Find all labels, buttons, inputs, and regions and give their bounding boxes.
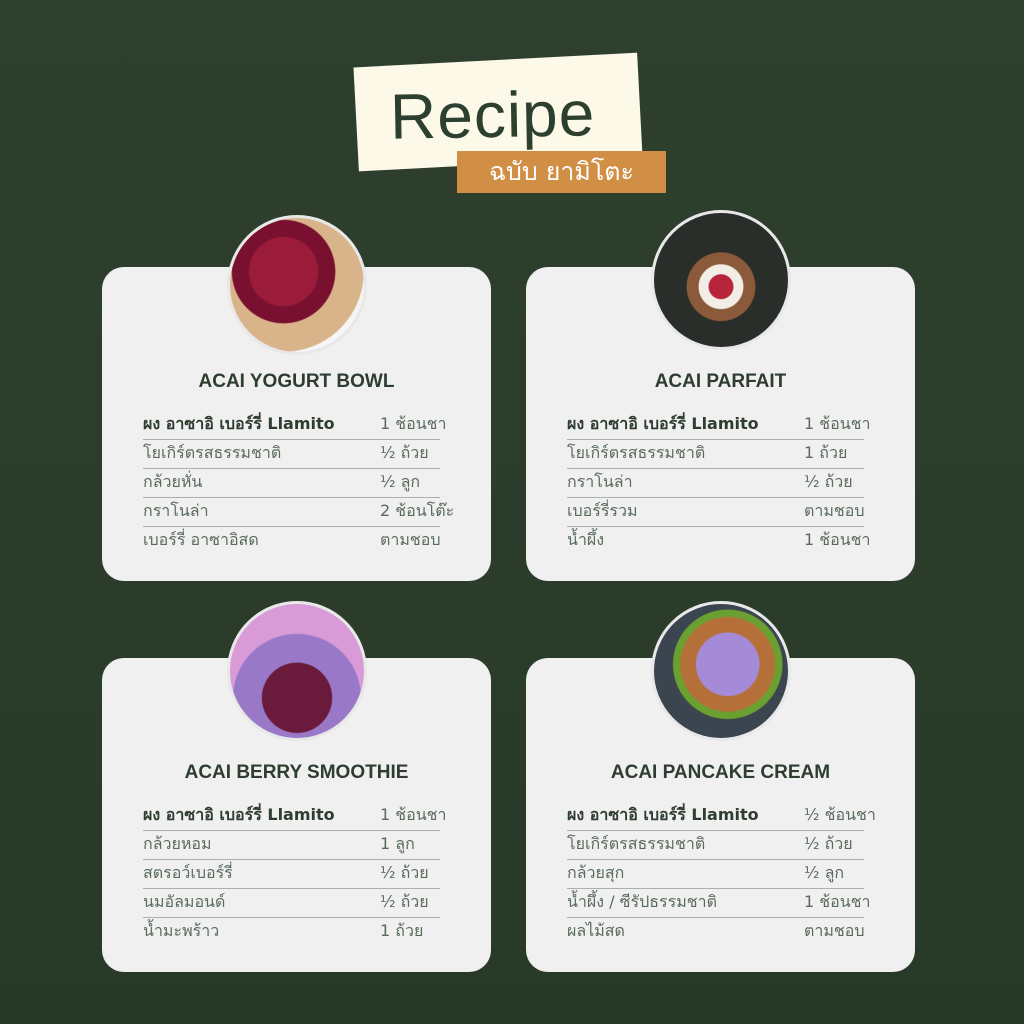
ingredient-row: น้ำมะพร้าว 1 ถ้วย (143, 917, 473, 946)
ingredient-name: ผง อาซาอิ เบอร์รี่ Llamito (567, 805, 759, 824)
ingredient-qty: ½ ช้อนชา (804, 805, 876, 824)
ingredient-name: เบอร์รี่รวม (567, 501, 638, 520)
ingredient-qty: 1 ช้อนชา (380, 805, 447, 824)
recipe-title: ACAI PARFAIT (654, 371, 787, 392)
ingredient-list: ผง อาซาอิ เบอร์รี่ Llamito ½ ช้อนชาโยเกิร… (567, 801, 897, 946)
ingredient-name: กราโนล่า (567, 472, 633, 491)
ingredient-qty: ตามชอบ (804, 921, 865, 940)
ingredient-qty: ½ ถ้วย (804, 472, 853, 491)
ingredient-row: กล้วยสุก ½ ลูก (567, 859, 897, 889)
ingredient-row: เบอร์รี่ อาซาอิสด ตามชอบ (143, 526, 473, 555)
ingredient-name: กล้วยสุก (567, 863, 625, 882)
recipe-title: ACAI BERRY SMOOTHIE (184, 762, 409, 783)
ingredient-row: สตรอว์เบอร์รี่ ½ ถ้วย (143, 859, 473, 889)
ingredient-row: เบอร์รี่รวม ตามชอบ (567, 497, 897, 527)
ingredient-row: กล้วยหอม 1 ลูก (143, 830, 473, 860)
ingredient-list: ผง อาซาอิ เบอร์รี่ Llamito 1 ช้อนชากล้วยห… (143, 801, 473, 946)
ingredient-name: ผง อาซาอิ เบอร์รี่ Llamito (143, 805, 335, 824)
ingredient-name: ผง อาซาอิ เบอร์รี่ Llamito (567, 414, 759, 433)
ingredient-row: โยเกิร์ตรสธรรมชาติ ½ ถ้วย (567, 830, 897, 860)
ingredient-row: กราโนล่า ½ ถ้วย (567, 468, 897, 498)
ingredient-name: ผลไม้สด (567, 921, 625, 940)
ingredient-name: น้ำผึ้ง (567, 530, 605, 549)
pancake-photo (651, 601, 791, 741)
ingredient-qty: ½ ลูก (804, 863, 845, 882)
ingredient-name: โยเกิร์ตรสธรรมชาติ (143, 443, 282, 462)
ingredient-qty: 1 ช้อนชา (804, 530, 871, 549)
recipe-title: ACAI YOGURT BOWL (198, 371, 395, 392)
ingredient-row: น้ำผึ้ง 1 ช้อนชา (567, 526, 897, 555)
ingredient-qty: ตามชอบ (804, 501, 865, 520)
ingredient-qty: 1 ถ้วย (380, 921, 424, 940)
ingredient-row: นมอัลมอนด์ ½ ถ้วย (143, 888, 473, 918)
smoothie-photo (227, 601, 367, 741)
ingredient-name: กล้วยหอม (143, 834, 212, 853)
ingredient-name: กล้วยหั่น (143, 472, 203, 491)
ingredient-qty: 2 ช้อนโต๊ะ (380, 501, 455, 520)
ingredient-row: โยเกิร์ตรสธรรมชาติ ½ ถ้วย (143, 439, 473, 469)
ingredient-qty: 1 ลูก (380, 834, 415, 853)
ingredient-qty: ½ ลูก (380, 472, 421, 491)
ingredient-row: ผง อาซาอิ เบอร์รี่ Llamito 1 ช้อนชา (143, 801, 473, 831)
ingredient-row: กราโนล่า 2 ช้อนโต๊ะ (143, 497, 473, 527)
ingredient-qty: ½ ถ้วย (380, 443, 429, 462)
ingredient-qty: ½ ถ้วย (804, 834, 853, 853)
ingredient-name: สตรอว์เบอร์รี่ (143, 863, 233, 882)
recipe-title: ACAI PANCAKE CREAM (610, 762, 831, 783)
ingredient-row: น้ำผึ้ง / ซีรัปธรรมชาติ 1 ช้อนชา (567, 888, 897, 918)
ingredient-row: ผง อาซาอิ เบอร์รี่ Llamito 1 ช้อนชา (567, 410, 897, 440)
ingredient-row: ผลไม้สด ตามชอบ (567, 917, 897, 946)
parfait-photo (651, 210, 791, 350)
ingredient-list: ผง อาซาอิ เบอร์รี่ Llamito 1 ช้อนชาโยเกิร… (143, 410, 473, 555)
ingredient-row: ผง อาซาอิ เบอร์รี่ Llamito ½ ช้อนชา (567, 801, 897, 831)
page-subtitle: ฉบับ ยามิโตะ (457, 151, 666, 193)
ingredient-row: ผง อาซาอิ เบอร์รี่ Llamito 1 ช้อนชา (143, 410, 473, 440)
ingredient-name: เบอร์รี่ อาซาอิสด (143, 530, 259, 549)
ingredient-name: โยเกิร์ตรสธรรมชาติ (567, 443, 706, 462)
ingredient-qty: ตามชอบ (380, 530, 441, 549)
ingredient-row: กล้วยหั่น ½ ลูก (143, 468, 473, 498)
ingredient-qty: ½ ถ้วย (380, 863, 429, 882)
ingredient-name: โยเกิร์ตรสธรรมชาติ (567, 834, 706, 853)
ingredient-qty: 1 ถ้วย (804, 443, 848, 462)
ingredient-qty: 1 ช้อนชา (804, 892, 871, 911)
page-title: Recipe (389, 77, 596, 153)
recipe-card: ACAI PARFAIT ผง อาซาอิ เบอร์รี่ Llamito 1 … (526, 267, 915, 581)
ingredient-name: กราโนล่า (143, 501, 209, 520)
ingredient-list: ผง อาซาอิ เบอร์รี่ Llamito 1 ช้อนชา โยเกิร… (567, 410, 897, 555)
ingredient-qty: 1 ช้อนชา (804, 414, 871, 433)
ingredient-name: นมอัลมอนด์ (143, 892, 226, 911)
ingredient-name: น้ำมะพร้าว (143, 921, 220, 940)
ingredient-name: ผง อาซาอิ เบอร์รี่ Llamito (143, 414, 335, 433)
ingredient-qty: ½ ถ้วย (380, 892, 429, 911)
ingredient-name: น้ำผึ้ง / ซีรัปธรรมชาติ (567, 892, 718, 911)
acai-bowl-photo (227, 215, 367, 355)
ingredient-row: โยเกิร์ตรสธรรมชาติ 1 ถ้วย (567, 439, 897, 469)
ingredient-qty: 1 ช้อนชา (380, 414, 447, 433)
